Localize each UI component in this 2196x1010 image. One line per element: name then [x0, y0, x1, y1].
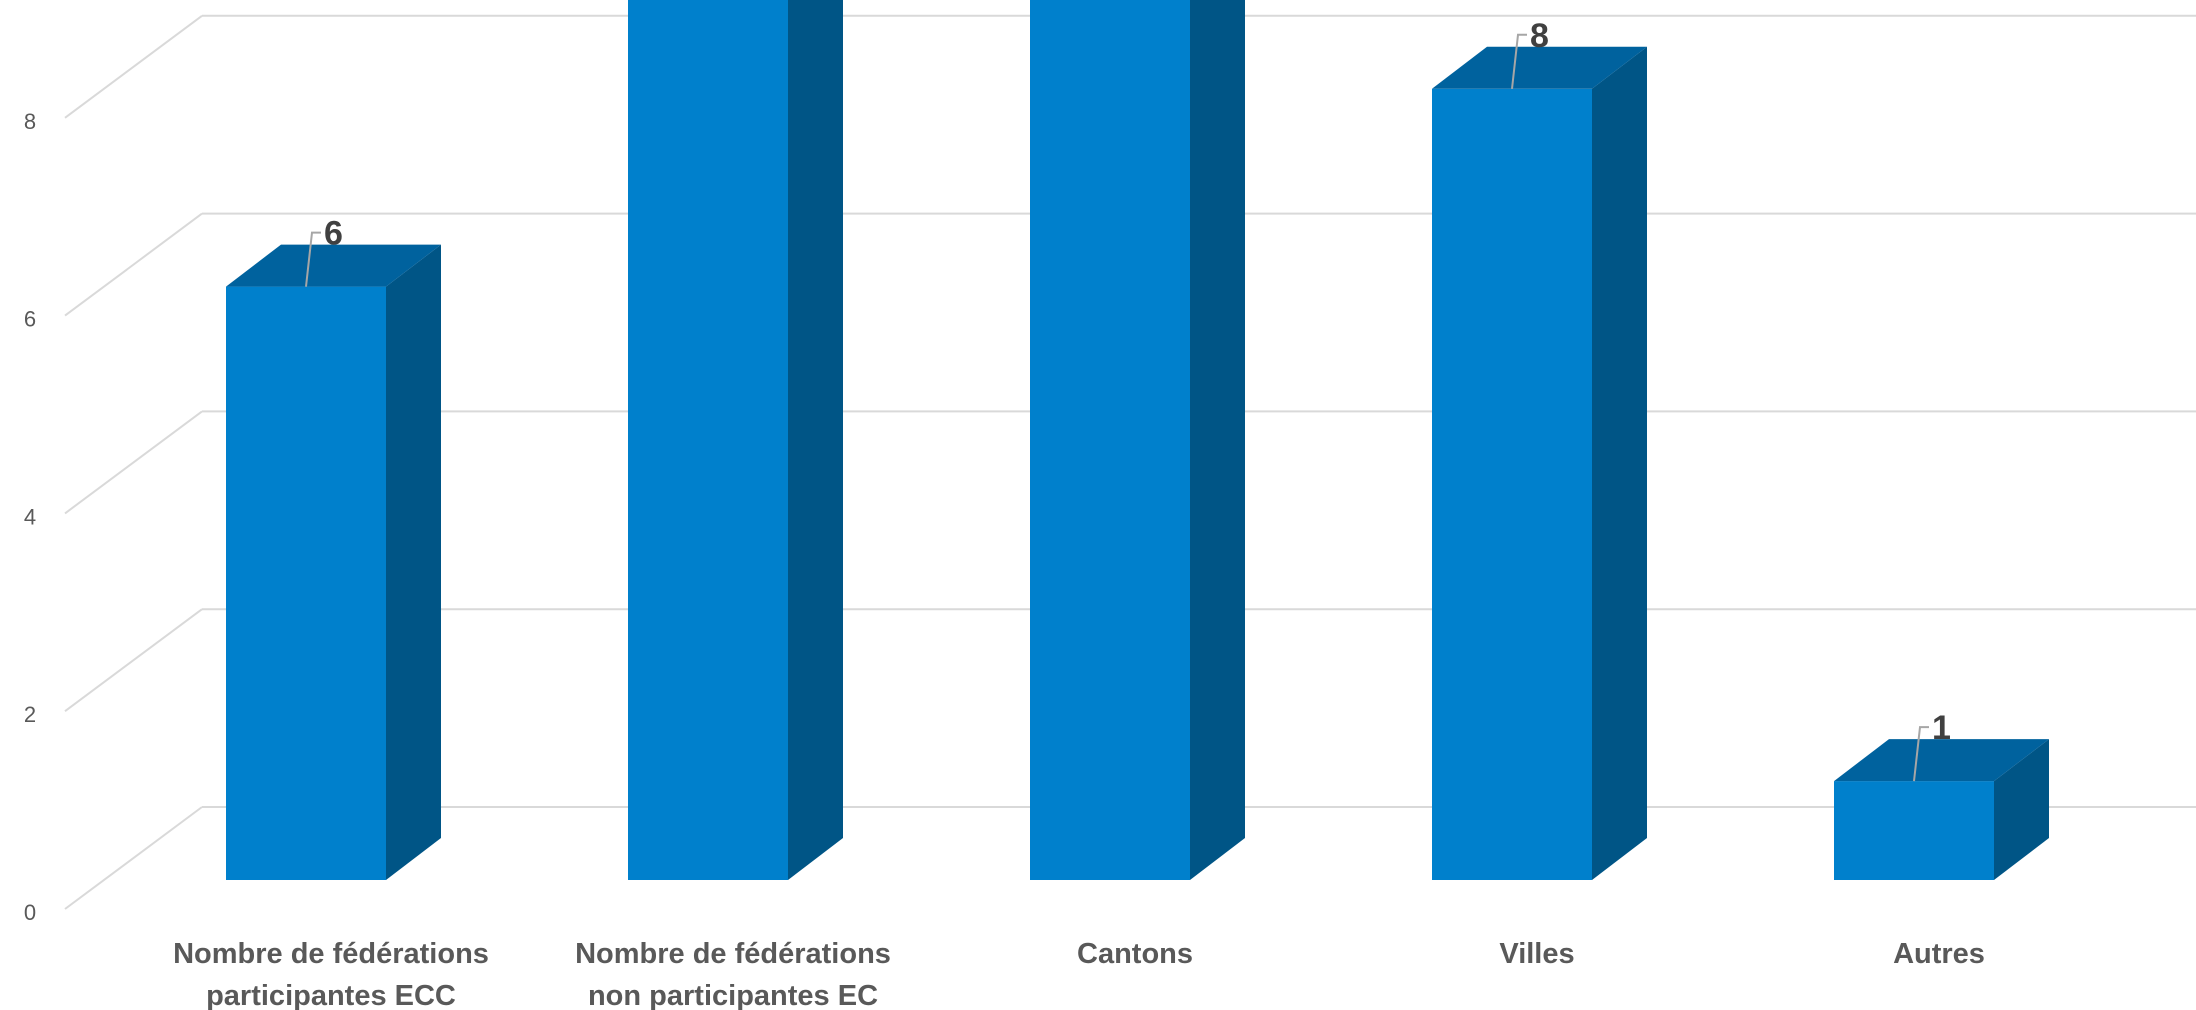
category-label: participantes ECC: [206, 980, 456, 1010]
y-tick-label: 6: [24, 307, 36, 332]
bar-top: [1432, 46, 1647, 89]
bar-side: [1994, 739, 2049, 880]
gridline-side: [64, 410, 203, 515]
bar-front: [1030, 0, 1190, 880]
leader-line: [1913, 726, 1929, 782]
data-label: 8: [1530, 17, 1549, 55]
bars: [226, 0, 2049, 881]
y-tick-label: 2: [24, 702, 36, 727]
y-axis: 0246810121416: [24, 109, 36, 925]
bar-top: [1834, 739, 2049, 782]
leader-line: [1511, 33, 1527, 89]
bar: [1834, 739, 2049, 880]
category-label: Cantons: [1077, 938, 1193, 970]
data-labels: 6121681: [305, 17, 1951, 782]
data-label: 6: [324, 215, 343, 253]
bar-side: [386, 244, 441, 881]
bar-front: [1432, 88, 1592, 881]
gridline-side: [64, 14, 203, 119]
y-tick-label: 8: [24, 109, 36, 134]
category-label: non participantes EC: [588, 980, 878, 1010]
bar-front: [226, 286, 386, 881]
bar-front: [1834, 781, 1994, 880]
gridline-side: [64, 806, 203, 910]
bar-front: [628, 0, 788, 881]
data-label: 1: [1932, 709, 1951, 747]
y-tick-label: 0: [24, 900, 36, 925]
gridline-side: [64, 608, 203, 713]
x-axis: Nombre de fédérations participantes ECC No…: [173, 938, 1985, 1010]
y-tick-label: 4: [24, 504, 36, 529]
category-label: Nombre de fédérations: [575, 938, 891, 970]
bar-side: [1190, 0, 1245, 880]
bar-side: [788, 0, 843, 880]
bar-side: [1592, 46, 1647, 881]
bar: [1432, 46, 1647, 881]
bar-top: [226, 244, 441, 287]
category-label: Villes: [1499, 938, 1574, 970]
bar: [1030, 0, 1245, 880]
leader-line: [305, 231, 321, 287]
category-label: Autres: [1893, 938, 1985, 970]
bar: [226, 244, 441, 881]
bar: [628, 0, 843, 881]
gridline-side: [64, 212, 203, 317]
category-label: Nombre de fédérations: [173, 938, 489, 970]
